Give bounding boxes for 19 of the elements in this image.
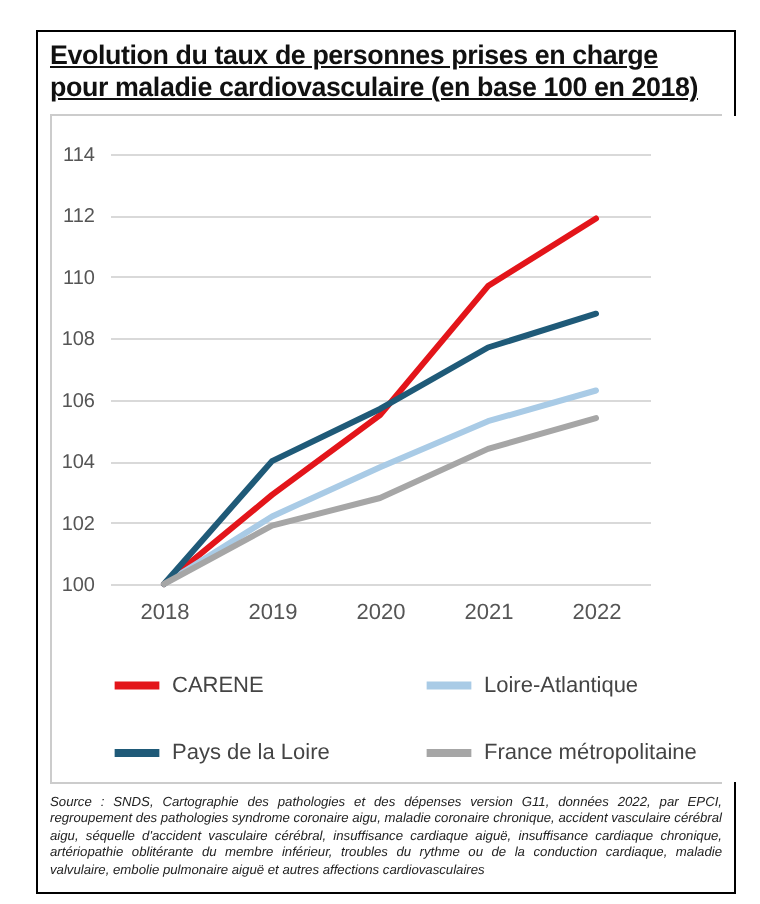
legend-label: France métropolitaine: [484, 741, 697, 765]
y-tick-label: 112: [63, 206, 96, 229]
y-tick-label: 104: [61, 452, 96, 475]
legend-label: CARENE: [172, 673, 264, 698]
x-tick-label: 2019: [248, 601, 298, 625]
y-tick-label: 102: [61, 513, 96, 536]
legend-label: Loire-Atlantique: [484, 673, 639, 698]
y-tick-label: 110: [63, 267, 96, 290]
chart-title: Evolution du taux de personnes prises en charge pour maladie cardiovasculaire (en base 100 en 2018): [50, 40, 700, 104]
legend-label: Pays de la Loire: [172, 741, 330, 765]
y-tick-label: 114: [63, 145, 96, 167]
y-tick-label: 106: [61, 390, 96, 413]
y-tick-label: 108: [61, 329, 96, 352]
x-tick-label: 2018: [140, 601, 190, 625]
y-tick-label: 100: [61, 575, 96, 597]
x-tick-label: 2020: [356, 601, 406, 625]
x-tick-label: 2021: [464, 601, 514, 625]
line-series: [161, 310, 599, 587]
x-tick-label: 2022: [572, 601, 622, 625]
